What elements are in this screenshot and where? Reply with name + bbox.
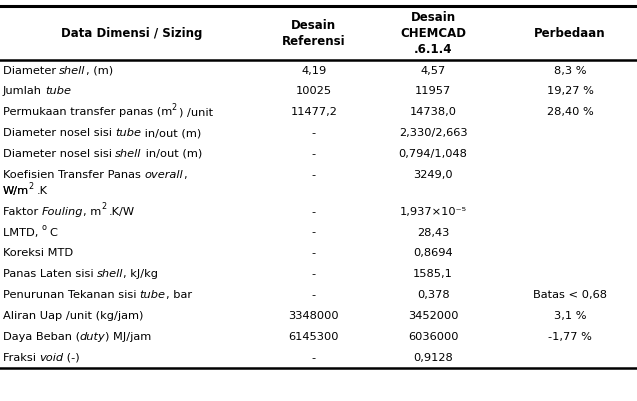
Text: -: - [311, 149, 316, 159]
Text: Penurunan Tekanan sisi: Penurunan Tekanan sisi [3, 290, 140, 300]
Text: overall: overall [144, 170, 183, 180]
Text: -: - [311, 207, 316, 217]
Text: -: - [311, 170, 316, 180]
Text: shell: shell [115, 149, 141, 159]
Text: Aliran Uap /unit (kg/jam): Aliran Uap /unit (kg/jam) [3, 311, 143, 321]
Text: void: void [39, 353, 63, 363]
Text: in/out (m): in/out (m) [141, 149, 202, 159]
Text: Panas Laten sisi: Panas Laten sisi [3, 269, 97, 279]
Text: (-): (-) [63, 353, 80, 363]
Text: Desain
Referensi: Desain Referensi [282, 18, 345, 48]
Text: 10025: 10025 [296, 87, 332, 96]
Text: Fraksi: Fraksi [3, 353, 39, 363]
Text: -1,77 %: -1,77 % [548, 332, 592, 342]
Text: Fouling: Fouling [41, 207, 83, 217]
Text: 11477,2: 11477,2 [290, 107, 337, 117]
Text: 3348000: 3348000 [289, 311, 339, 321]
Text: 14738,0: 14738,0 [410, 107, 457, 117]
Text: C: C [50, 228, 58, 237]
Text: ,: , [183, 170, 186, 180]
Text: 6145300: 6145300 [289, 332, 339, 342]
Text: 2: 2 [172, 103, 177, 112]
Text: -: - [311, 249, 316, 258]
Text: Permukaan transfer panas (m: Permukaan transfer panas (m [3, 107, 172, 117]
Text: 11957: 11957 [415, 87, 451, 96]
Text: tube: tube [140, 290, 166, 300]
Text: -: - [311, 228, 316, 237]
Text: .K/W: .K/W [109, 207, 135, 217]
Text: Data Dimensi / Sizing: Data Dimensi / Sizing [62, 26, 203, 40]
Text: 3,1 %: 3,1 % [554, 311, 587, 321]
Text: , m: , m [83, 207, 101, 217]
Text: Koefisien Transfer Panas: Koefisien Transfer Panas [3, 170, 144, 180]
Text: 4,19: 4,19 [301, 66, 326, 75]
Text: shell: shell [97, 269, 123, 279]
Text: 1,937×10⁻⁵: 1,937×10⁻⁵ [399, 207, 467, 217]
Text: Jumlah: Jumlah [3, 87, 45, 96]
Text: 2: 2 [29, 182, 34, 190]
Text: Daya Beban (: Daya Beban ( [3, 332, 80, 342]
Text: shell: shell [59, 66, 85, 75]
Text: 0,9128: 0,9128 [413, 353, 453, 363]
Text: Perbedaan: Perbedaan [534, 26, 606, 40]
Text: -: - [311, 128, 316, 138]
Text: o: o [41, 223, 47, 232]
Text: LMTD,: LMTD, [3, 228, 41, 237]
Text: 6036000: 6036000 [408, 332, 459, 342]
Text: 2: 2 [101, 203, 106, 211]
Text: Diameter nosel sisi: Diameter nosel sisi [3, 149, 115, 159]
Text: 4,57: 4,57 [420, 66, 446, 75]
Text: 0,8694: 0,8694 [413, 249, 453, 258]
Text: W/m: W/m [3, 186, 29, 196]
Text: Koreksi MTD: Koreksi MTD [3, 249, 73, 258]
Text: tube: tube [115, 128, 141, 138]
Text: -: - [311, 353, 316, 363]
Text: -: - [311, 290, 316, 300]
Text: .K: .K [36, 186, 47, 196]
Text: 3249,0: 3249,0 [413, 170, 453, 180]
Text: , (m): , (m) [85, 66, 113, 75]
Text: Batas < 0,68: Batas < 0,68 [533, 290, 607, 300]
Text: tube: tube [45, 87, 71, 96]
Text: 3452000: 3452000 [408, 311, 459, 321]
Text: , kJ/kg: , kJ/kg [123, 269, 158, 279]
Text: in/out (m): in/out (m) [141, 128, 201, 138]
Text: 28,40 %: 28,40 % [547, 107, 594, 117]
Text: 1585,1: 1585,1 [413, 269, 453, 279]
Text: 28,43: 28,43 [417, 228, 449, 237]
Text: , bar: , bar [166, 290, 192, 300]
Text: duty: duty [80, 332, 105, 342]
Text: 2,330/2,663: 2,330/2,663 [399, 128, 468, 138]
Text: -: - [311, 269, 316, 279]
Text: 0,378: 0,378 [417, 290, 450, 300]
Text: Desain
CHEMCAD
.6.1.4: Desain CHEMCAD .6.1.4 [400, 10, 466, 56]
Text: Diameter: Diameter [3, 66, 59, 75]
Text: Diameter nosel sisi: Diameter nosel sisi [3, 128, 115, 138]
Text: W/m: W/m [3, 186, 29, 196]
Text: 8,3 %: 8,3 % [554, 66, 587, 75]
Text: ) MJ/jam: ) MJ/jam [105, 332, 152, 342]
Text: 0,794/1,048: 0,794/1,048 [399, 149, 468, 159]
Text: ) /unit: ) /unit [180, 107, 213, 117]
Text: Faktor: Faktor [3, 207, 41, 217]
Text: 19,27 %: 19,27 % [547, 87, 594, 96]
